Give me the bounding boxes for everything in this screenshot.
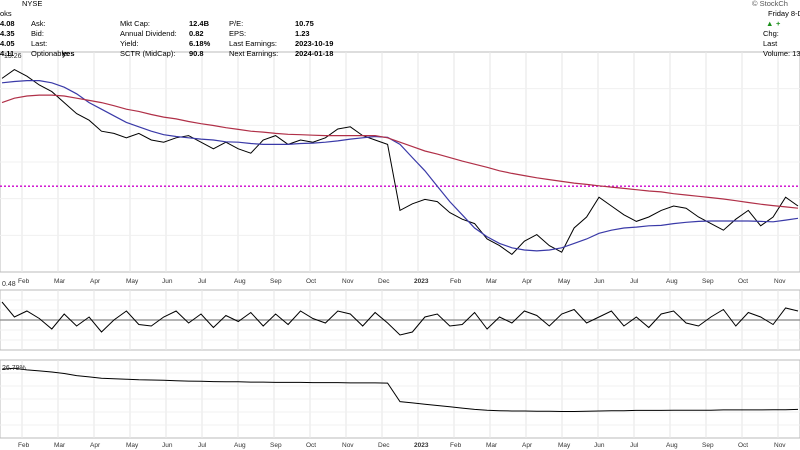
mktcap-value: 12.4B bbox=[189, 19, 210, 28]
x-tick-label: Nov bbox=[774, 442, 786, 449]
sctr-label: SCTR (MidCap): bbox=[120, 49, 176, 58]
x-tick-label: Apr bbox=[522, 442, 533, 449]
series-line-momentum bbox=[1, 301, 799, 336]
x-tick-label: Mar bbox=[486, 442, 498, 449]
sctr-value: 90.8 bbox=[189, 49, 204, 58]
price-panel: Feb Mar Apr May Jun Jul Aug Sep Oct Nov Dec 2023 Feb… bbox=[0, 51, 800, 285]
pe-label: P/E: bbox=[229, 19, 244, 28]
x-tick-label: Sep bbox=[270, 442, 282, 449]
left-value: 4.35 bbox=[0, 29, 15, 38]
panel-annotation: 0.48 bbox=[2, 281, 16, 288]
x-tick-label: Jun bbox=[594, 278, 605, 285]
ask-label: Ask: bbox=[31, 19, 46, 28]
x-tick-label: Sep bbox=[270, 278, 282, 285]
x-tick-label: Oct bbox=[306, 278, 316, 285]
x-tick-label: Apr bbox=[90, 442, 101, 449]
left-value: 4.11 bbox=[0, 49, 15, 58]
change-text: + bbox=[776, 19, 781, 28]
x-tick-label: 2023 bbox=[414, 278, 429, 285]
pe-value: 10.75 bbox=[295, 19, 314, 28]
volume-label: Volume: 13,6 bbox=[763, 49, 800, 58]
x-tick-label: Jun bbox=[594, 442, 605, 449]
x-tick-label: Mar bbox=[486, 278, 498, 285]
series-line-price bbox=[1, 69, 799, 256]
series-line-relative bbox=[1, 367, 799, 412]
x-tick-label: Jul bbox=[630, 442, 639, 449]
x-tick-label: Aug bbox=[234, 442, 246, 449]
x-tick-label: Oct bbox=[306, 442, 316, 449]
left-value: 4.05 bbox=[0, 39, 15, 48]
eps-label: EPS: bbox=[229, 29, 247, 38]
x-tick-label: Jul bbox=[198, 278, 207, 285]
mktcap-label: Mkt Cap: bbox=[120, 19, 151, 28]
x-tick-label: Aug bbox=[666, 278, 678, 285]
series-line-ma-50 bbox=[1, 79, 799, 252]
x-tick-label: Feb bbox=[18, 442, 30, 449]
x-tick-label: Nov bbox=[342, 442, 354, 449]
x-tick-label: Oct bbox=[738, 442, 748, 449]
last-earnings-label: Last Earnings: bbox=[229, 39, 277, 48]
momentum-panel: 0.48 bbox=[0, 281, 800, 351]
left-label: oks bbox=[0, 9, 12, 18]
panel-frame bbox=[0, 51, 800, 273]
x-tick-label: Aug bbox=[234, 278, 246, 285]
x-tick-label: Nov bbox=[342, 278, 354, 285]
dividend-value: 0.82 bbox=[189, 29, 204, 38]
watermark: © StockCh bbox=[752, 0, 788, 8]
x-tick-label: Apr bbox=[90, 278, 101, 285]
eps-value: 1.23 bbox=[295, 29, 310, 38]
x-tick-label: Nov bbox=[774, 278, 786, 285]
x-tick-label: Sep bbox=[702, 278, 714, 285]
panel-frame bbox=[0, 359, 800, 439]
last-label: Last: bbox=[31, 39, 48, 48]
symbol-text: NYSE bbox=[22, 0, 43, 8]
x-tick-label: Jul bbox=[630, 278, 639, 285]
yield-value: 6.18% bbox=[189, 39, 211, 48]
x-tick-label: Jul bbox=[198, 442, 207, 449]
last-earnings-value: 2023-10-19 bbox=[295, 39, 334, 48]
panel-frame bbox=[0, 289, 800, 351]
bid-label: Bid: bbox=[31, 29, 44, 38]
x-tick-label: Feb bbox=[450, 278, 462, 285]
x-tick-label: Oct bbox=[738, 278, 748, 285]
relative-panel: Feb Mar Apr May Jun Jul Aug Sep Oct Nov Dec 2023 Feb… bbox=[0, 359, 800, 449]
quote-header: NYSE oks 4.08 4.35 4.05 4.11 Ask: Bid: L… bbox=[0, 0, 800, 58]
dividend-label: Annual Dividend: bbox=[120, 29, 177, 38]
x-tick-label: May bbox=[126, 442, 139, 449]
x-tick-label: Feb bbox=[18, 278, 30, 285]
x-tick-label: Mar bbox=[54, 278, 66, 285]
x-tick-label: Aug bbox=[666, 442, 678, 449]
next-earnings-value: 2024-01-18 bbox=[295, 49, 334, 58]
x-tick-label: May bbox=[126, 278, 139, 285]
x-tick-label: Dec bbox=[378, 278, 390, 285]
x-tick-label: Apr bbox=[522, 278, 533, 285]
series-line-ma-200 bbox=[1, 94, 799, 209]
up-arrow-icon: ▲ bbox=[766, 19, 774, 28]
x-tick-label: Dec bbox=[378, 442, 390, 449]
next-earnings-label: Next Earnings: bbox=[229, 49, 279, 58]
optionable-label: Optionable: bbox=[31, 49, 70, 58]
x-tick-label: May bbox=[558, 278, 571, 285]
x-tick-label: Feb bbox=[450, 442, 462, 449]
yield-label: Yield: bbox=[120, 39, 139, 48]
optionable-value: yes bbox=[62, 49, 75, 58]
panel-annotation: 13.26 bbox=[4, 53, 22, 60]
x-tick-label: Mar bbox=[54, 442, 66, 449]
chg-label: Chg: bbox=[763, 29, 779, 38]
x-tick-label: Jun bbox=[162, 278, 173, 285]
x-tick-label: May bbox=[558, 442, 571, 449]
x-tick-label: Jun bbox=[162, 442, 173, 449]
x-tick-label: 2023 bbox=[414, 442, 429, 449]
date-text: Friday 8-De bbox=[768, 9, 800, 18]
left-value: 4.08 bbox=[0, 19, 15, 28]
panel-annotation: 26.79% bbox=[2, 365, 26, 372]
x-tick-label: Sep bbox=[702, 442, 714, 449]
last-label-right: Last bbox=[763, 39, 778, 48]
